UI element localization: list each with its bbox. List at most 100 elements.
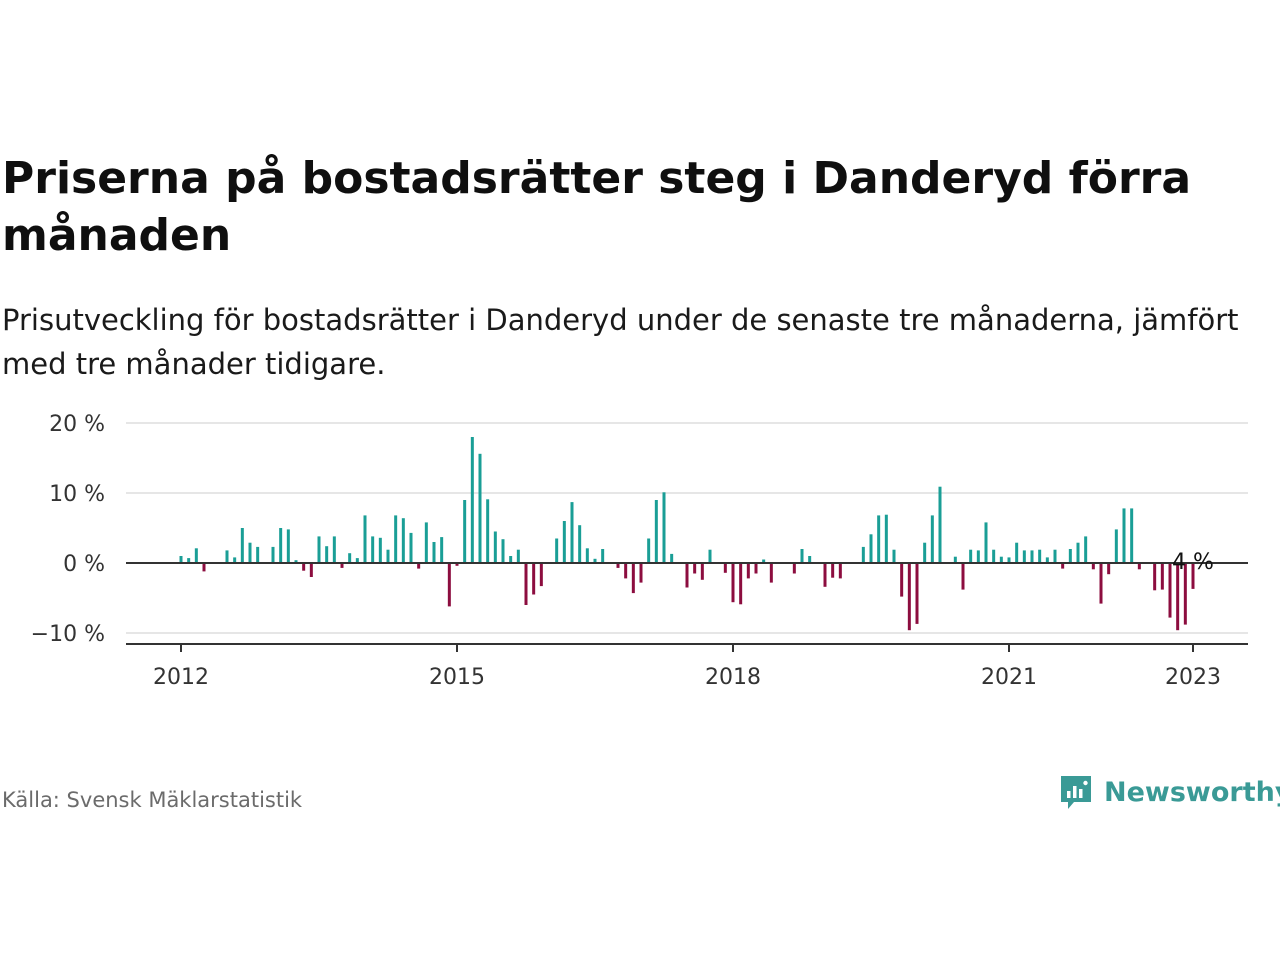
bar — [838, 563, 842, 579]
bar — [1122, 508, 1126, 563]
bar — [302, 563, 306, 571]
axes — [126, 562, 1248, 652]
bar-chart: 20 % 10 % 0 % −10 % 2012 2015 2018 2021 2023 4 % — [31, 412, 1248, 690]
bar — [1153, 563, 1157, 591]
bar — [662, 492, 666, 563]
tick-labels: 20 % 10 % 0 % −10 % 2012 2015 2018 2021 2023 4 % — [31, 412, 1221, 690]
chart-title: Priserna på bostadsrätter steg i Dandery… — [2, 153, 1192, 261]
bar — [486, 499, 490, 563]
bar — [294, 560, 298, 563]
bar — [869, 534, 873, 563]
brand-name: Newsworthy — [1104, 776, 1280, 808]
bar — [355, 558, 359, 563]
bar — [800, 549, 804, 563]
bar — [685, 563, 689, 588]
bar — [1061, 563, 1065, 569]
bar — [394, 515, 398, 563]
bar — [969, 549, 973, 563]
bar — [509, 556, 513, 563]
bar — [1007, 557, 1011, 563]
bar — [1076, 542, 1080, 563]
bar — [1176, 563, 1180, 631]
bar — [447, 563, 451, 607]
bar — [984, 522, 988, 563]
bar — [463, 500, 467, 563]
bar — [371, 536, 375, 563]
bar — [907, 563, 911, 631]
bar — [562, 521, 566, 563]
bar — [409, 532, 413, 563]
bar — [248, 542, 252, 563]
bar — [432, 542, 436, 563]
bar — [639, 563, 643, 583]
bar — [1160, 563, 1164, 590]
bar — [693, 563, 697, 574]
x-tick-label: 2021 — [981, 665, 1037, 690]
bar — [884, 514, 888, 563]
bar — [938, 486, 942, 563]
bar — [225, 550, 229, 563]
x-tick-label: 2023 — [1165, 665, 1221, 690]
bar — [708, 549, 712, 563]
bar — [1053, 549, 1057, 563]
x-tick-label: 2012 — [153, 665, 209, 690]
bar — [493, 531, 497, 563]
bar — [823, 563, 827, 587]
bar — [570, 502, 574, 563]
bar — [1091, 563, 1095, 570]
bar — [424, 522, 428, 563]
bar — [624, 563, 628, 579]
bar — [1030, 550, 1034, 563]
bar — [953, 556, 957, 563]
bar — [417, 563, 421, 569]
bar — [1114, 529, 1118, 563]
bar — [616, 563, 620, 568]
bar — [271, 546, 275, 563]
bar — [861, 546, 865, 563]
bar — [325, 546, 329, 563]
bar — [516, 549, 520, 563]
bar — [470, 437, 474, 563]
bar — [723, 563, 727, 573]
bar — [631, 563, 635, 594]
bar — [999, 556, 1003, 563]
bar — [1038, 549, 1042, 563]
bar — [179, 556, 183, 563]
bar — [378, 537, 382, 563]
bar — [754, 563, 758, 574]
bar — [401, 518, 405, 563]
bar — [202, 563, 206, 572]
bar — [831, 563, 835, 578]
bar — [309, 563, 313, 577]
x-tick-label: 2015 — [429, 665, 485, 690]
bar — [900, 563, 904, 597]
bar — [1022, 550, 1026, 563]
source-note: Källa: Svensk Mäklarstatistik — [2, 788, 303, 812]
y-tick-label: 0 % — [63, 552, 105, 577]
bar — [746, 563, 750, 579]
bar — [762, 559, 766, 563]
bar — [455, 563, 459, 566]
y-tick-label: 20 % — [49, 412, 105, 437]
bar — [593, 558, 597, 563]
bar — [317, 536, 321, 563]
bar — [363, 515, 367, 563]
bar — [792, 563, 796, 574]
value-annotation: 4 % — [1172, 550, 1214, 575]
bar — [731, 563, 735, 603]
bar — [976, 550, 980, 563]
bar — [279, 528, 283, 563]
bar — [1191, 563, 1195, 589]
bar — [1107, 563, 1111, 575]
bar — [601, 549, 605, 563]
bar — [769, 563, 773, 583]
bar — [585, 548, 589, 563]
bar — [1168, 563, 1172, 618]
y-tick-label: 10 % — [49, 482, 105, 507]
bar — [739, 563, 743, 605]
bar — [1045, 557, 1049, 563]
bar — [654, 500, 658, 563]
bar — [877, 515, 881, 563]
bar — [440, 537, 444, 563]
bar — [539, 563, 543, 587]
